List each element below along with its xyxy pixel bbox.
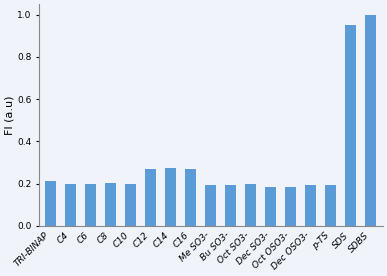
Bar — [45, 181, 57, 226]
Bar — [205, 185, 216, 226]
Bar — [146, 169, 156, 226]
Bar — [245, 184, 256, 226]
Bar — [345, 25, 356, 226]
Bar — [105, 182, 116, 226]
Bar — [365, 15, 376, 226]
Bar — [185, 169, 196, 226]
Bar — [225, 185, 236, 226]
Bar — [125, 184, 137, 226]
Bar — [165, 168, 176, 226]
Bar — [86, 184, 96, 226]
Y-axis label: FI (a.u): FI (a.u) — [4, 95, 14, 135]
Bar — [65, 184, 77, 226]
Bar — [285, 187, 296, 226]
Bar — [305, 185, 316, 226]
Bar — [265, 187, 276, 226]
Bar — [325, 185, 336, 226]
